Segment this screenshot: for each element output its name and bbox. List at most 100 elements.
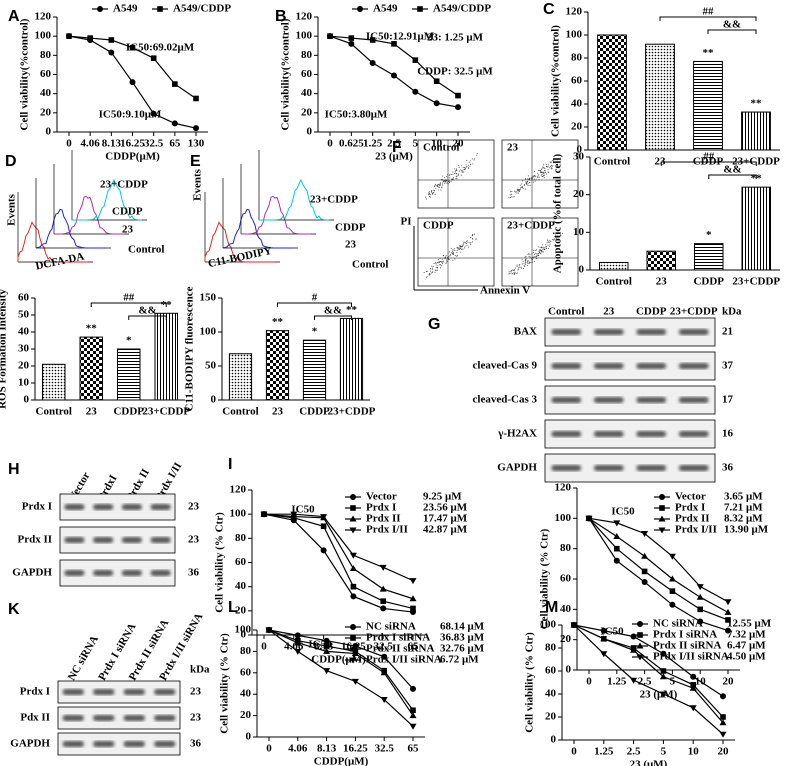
- flow-dot: [535, 252, 537, 254]
- legend-ic50: 7.21 μM: [724, 502, 763, 514]
- flow-dot: [435, 263, 437, 265]
- flow-dot: [514, 190, 516, 192]
- flow-dot: [526, 181, 528, 183]
- marker: [641, 568, 648, 575]
- marker: [350, 583, 357, 590]
- significance-label: **: [346, 304, 358, 316]
- flow-dot: [515, 191, 517, 193]
- bar: [693, 60, 723, 151]
- x-axis-label: CDDP(μM): [314, 756, 369, 766]
- flow-dot: [556, 235, 558, 237]
- flow-dot: [430, 191, 432, 193]
- flow-dot: [441, 263, 443, 265]
- flow-dot: [538, 174, 540, 176]
- flow-dot: [525, 262, 527, 264]
- flow-dot: [447, 257, 449, 259]
- lane-label: Control: [548, 306, 584, 318]
- lane-label: 23: [603, 306, 615, 318]
- flow-dot: [438, 260, 440, 262]
- flow-dot: [440, 178, 442, 180]
- flow-dot: [438, 259, 440, 261]
- flow-dot: [516, 190, 518, 192]
- y-tick-label: 60: [571, 75, 583, 87]
- flow-dot: [455, 176, 457, 178]
- legend-ic50: 36.83 μM: [440, 632, 485, 644]
- flow-dot: [433, 263, 435, 265]
- flow-dot: [449, 177, 451, 179]
- flow-dot: [510, 193, 512, 195]
- panel-letter: M: [545, 599, 558, 616]
- flow-dot: [444, 177, 446, 179]
- flow-dot: [452, 251, 454, 253]
- bracket-label: &&: [138, 305, 156, 317]
- flow-dot: [552, 238, 554, 240]
- flow-dot: [530, 178, 532, 180]
- legend-marker: [658, 515, 666, 522]
- bracket-label: ##: [703, 6, 715, 18]
- bracket: [660, 161, 757, 166]
- y-tick-label: 100: [35, 30, 52, 42]
- marker: [689, 705, 697, 712]
- marker: [193, 95, 199, 102]
- flow-dot: [524, 263, 526, 265]
- row-kda: 23: [188, 534, 200, 546]
- marker: [108, 37, 115, 43]
- bracket-label: &&: [324, 305, 342, 317]
- marker: [668, 575, 676, 582]
- flow-dot: [476, 152, 478, 154]
- series-line: [263, 513, 414, 613]
- flow-dot: [432, 192, 434, 194]
- marker: [348, 35, 355, 41]
- flow-dot: [528, 179, 530, 181]
- flow-dot: [535, 249, 537, 251]
- x-tick-label: 8.13: [317, 743, 337, 755]
- y-tick-label: 60: [545, 665, 557, 677]
- row-kda: 36: [190, 738, 202, 750]
- x-tick-label: 5: [413, 138, 419, 150]
- bar: [117, 348, 141, 401]
- annotation: IC50: [291, 504, 315, 516]
- flow-dot: [445, 262, 447, 264]
- flow-dot: [530, 258, 532, 260]
- flow-dot: [457, 174, 459, 176]
- flow-dot: [471, 237, 473, 239]
- flow-dot: [540, 253, 542, 255]
- flow-dot: [527, 185, 529, 187]
- panel-letter: A: [8, 8, 20, 25]
- flow-dot: [543, 175, 545, 177]
- flow-dot: [540, 172, 542, 174]
- flow-dot: [456, 254, 458, 256]
- flow-dot: [428, 192, 430, 194]
- row-kda: 23: [190, 712, 202, 724]
- marker: [380, 669, 388, 676]
- flow-dot: [547, 240, 549, 242]
- flow-dot: [454, 255, 456, 257]
- x-tick-label: 20: [723, 676, 735, 688]
- flow-dot: [441, 261, 443, 263]
- histogram-label: 23+CDDP: [310, 194, 358, 206]
- bracket-label: ##: [123, 292, 135, 304]
- flow-dot: [437, 183, 439, 185]
- x-tick-label: 0: [327, 138, 333, 150]
- x-tick-label: 1.25: [607, 676, 627, 688]
- legend-ic50: 6.72 μM: [440, 654, 479, 666]
- flow-dot: [532, 181, 534, 183]
- flow-dot: [538, 169, 540, 171]
- y-tick-label: 100: [296, 30, 313, 42]
- annotation: IC50: [600, 626, 624, 638]
- flow-dot: [551, 167, 553, 169]
- legend-marker: [417, 6, 423, 12]
- y-tick-label: 60: [40, 68, 52, 80]
- row-label: cleaved-Cas 3: [473, 394, 538, 406]
- bracket: [659, 16, 757, 21]
- flow-dot: [456, 175, 458, 177]
- blot-band: [93, 741, 115, 747]
- marker: [380, 697, 388, 704]
- flow-dot: [522, 187, 524, 189]
- legend-marker: [637, 621, 643, 627]
- flow-dot: [460, 251, 462, 253]
- flow-dot: [435, 187, 437, 189]
- row-label: BAX: [514, 326, 537, 338]
- y-tick-label: 0: [566, 664, 572, 676]
- flow-dot: [454, 168, 456, 170]
